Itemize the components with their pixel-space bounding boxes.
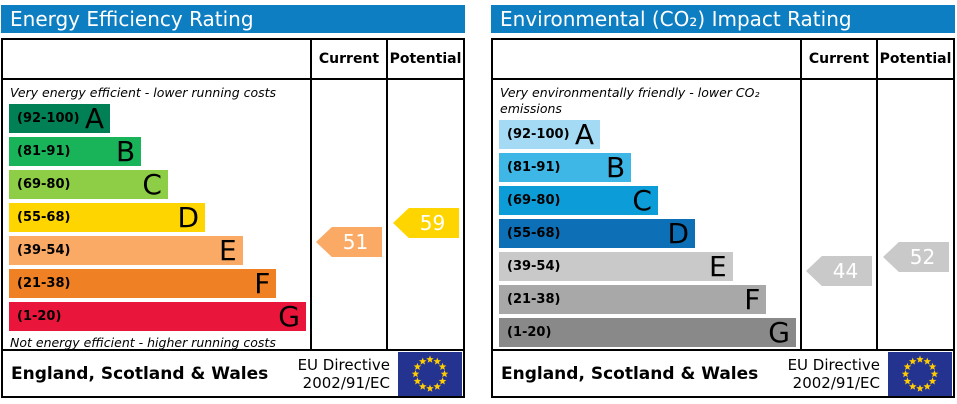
band-row-e: (39-54) E — [9, 236, 306, 265]
potential-rating-pointer: 59 — [393, 208, 459, 238]
eu-directive-label: EU Directive 2002/91/EC — [298, 356, 390, 392]
current-arrow-cell: 51 — [310, 80, 386, 349]
potential-rating-pointer: 52 — [883, 242, 949, 272]
band-letter: F — [744, 283, 761, 316]
band-row-b: (81-91) B — [499, 153, 796, 182]
eu-directive-line1: EU Directive — [297, 355, 390, 374]
band-range-label: (55-68) — [507, 226, 561, 241]
band-row-f: (21-38) F — [499, 285, 796, 314]
band-row-d: (55-68) D — [9, 203, 306, 232]
band-range-label: (92-100) — [17, 111, 80, 126]
band-bar-d: (55-68) D — [499, 217, 696, 250]
band-letter: A — [574, 118, 594, 151]
band-letter: G — [768, 316, 790, 349]
band-range-label: (39-54) — [17, 243, 71, 258]
band-letter: B — [605, 151, 626, 184]
band-range-label: (39-54) — [507, 259, 561, 274]
band-letter: D — [177, 201, 200, 234]
band-letter: G — [278, 300, 300, 333]
band-row-a: (92-100) A — [499, 120, 796, 149]
band-row-c: (69-80) C — [499, 186, 796, 215]
band-letter: F — [254, 267, 271, 300]
current-rating-pointer: 51 — [316, 227, 382, 257]
band-letter: E — [219, 234, 237, 267]
top-note: Very environmentally friendly - lower CO… — [500, 85, 760, 116]
band-bar-f: (21-38) F — [499, 283, 767, 316]
band-letter: A — [84, 102, 104, 135]
band-letter: C — [632, 184, 652, 217]
band-range-label: (92-100) — [507, 127, 570, 142]
column-header-current: Current — [800, 40, 876, 80]
footer-row: England, Scotland & Wales EU Directive 2… — [493, 349, 953, 396]
table-corner-cell — [3, 40, 310, 80]
band-row-g: (1-20) G — [499, 318, 796, 347]
band-range-label: (21-38) — [507, 292, 561, 307]
panel-title-bar-environmental: Environmental (CO₂) Impact Rating — [491, 5, 955, 33]
rating-table-environmental: Current Potential Very environmentally f… — [491, 38, 955, 398]
eu-directive-line1: EU Directive — [787, 355, 880, 374]
band-bar-b: (81-91) B — [9, 135, 142, 168]
eu-directive-line2: 2002/91/EC — [302, 373, 390, 392]
eu-directive-line2: 2002/91/EC — [792, 373, 880, 392]
band-list: (92-100) A (81-91) B (69-80) C (55-68) D (39-54)… — [499, 120, 796, 347]
region-label: England, Scotland & Wales — [11, 363, 269, 384]
band-range-label: (81-91) — [507, 160, 561, 175]
band-letter: E — [709, 250, 727, 283]
band-letter: C — [142, 168, 162, 201]
potential-arrow-cell: 52 — [876, 80, 953, 349]
bottom-note: Not energy efficient - higher running co… — [10, 335, 276, 349]
current-rating-pointer: 44 — [806, 256, 872, 286]
panel-energy: Energy Efficiency Rating Current Potenti… — [1, 5, 465, 404]
band-range-label: (69-80) — [17, 177, 71, 192]
band-letter: D — [667, 217, 690, 250]
band-row-g: (1-20) G — [9, 302, 306, 331]
column-header-potential: Potential — [876, 40, 953, 80]
potential-arrow-cell: 59 — [386, 80, 463, 349]
band-bar-g: (1-20) G — [9, 302, 306, 331]
band-letter: B — [115, 135, 136, 168]
band-range-label: (1-20) — [17, 309, 62, 324]
rating-scale-cell: Very environmentally friendly - lower CO… — [493, 80, 800, 349]
band-bar-a: (92-100) A — [499, 120, 600, 149]
band-bar-f: (21-38) F — [9, 267, 277, 300]
band-range-label: (55-68) — [17, 210, 71, 225]
band-bar-g: (1-20) G — [499, 318, 796, 347]
band-bar-c: (69-80) C — [9, 170, 168, 199]
band-row-b: (81-91) B — [9, 137, 306, 166]
panel-title-energy: Energy Efficiency Rating — [10, 7, 254, 31]
current-arrow-cell: 44 — [800, 80, 876, 349]
rating-table-energy: Current Potential Very energy efficient … — [1, 38, 465, 398]
column-header-current: Current — [310, 40, 386, 80]
table-corner-cell — [493, 40, 800, 80]
band-row-e: (39-54) E — [499, 252, 796, 281]
panel-environmental: Environmental (CO₂) Impact Rating Curren… — [491, 5, 955, 404]
band-bar-c: (69-80) C — [499, 186, 658, 215]
top-note: Very energy efficient - lower running co… — [10, 85, 277, 100]
rating-scale-cell: Very energy efficient - lower running co… — [3, 80, 310, 349]
band-row-a: (92-100) A — [9, 104, 306, 133]
eu-directive-label: EU Directive 2002/91/EC — [788, 356, 880, 392]
footer-row: England, Scotland & Wales EU Directive 2… — [3, 349, 463, 396]
band-bar-e: (39-54) E — [9, 236, 243, 265]
band-bar-b: (81-91) B — [499, 151, 632, 184]
band-row-c: (69-80) C — [9, 170, 306, 199]
band-range-label: (21-38) — [17, 276, 71, 291]
eu-flag-icon — [398, 351, 462, 396]
band-range-label: (69-80) — [507, 193, 561, 208]
band-row-f: (21-38) F — [9, 269, 306, 298]
band-bar-e: (39-54) E — [499, 252, 733, 281]
region-label: England, Scotland & Wales — [501, 363, 759, 384]
band-list: (92-100) A (81-91) B (69-80) C (55-68) D (39-54)… — [9, 104, 306, 331]
band-row-d: (55-68) D — [499, 219, 796, 248]
panel-title-bar-energy: Energy Efficiency Rating — [1, 5, 465, 33]
band-bar-d: (55-68) D — [9, 201, 206, 234]
band-range-label: (81-91) — [17, 144, 71, 159]
column-header-potential: Potential — [386, 40, 463, 80]
panel-title-environmental: Environmental (CO₂) Impact Rating — [500, 7, 852, 31]
band-range-label: (1-20) — [507, 325, 552, 340]
band-bar-a: (92-100) A — [9, 104, 110, 133]
eu-flag-icon — [888, 351, 952, 396]
